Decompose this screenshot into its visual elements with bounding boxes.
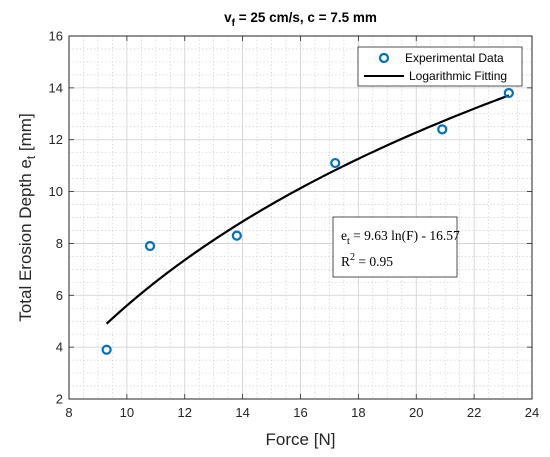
y-axis-title: Total Erosion Depth et [mm] bbox=[16, 113, 38, 321]
y-axis-title-rest: [mm] bbox=[16, 113, 35, 156]
data-point bbox=[231, 230, 242, 241]
y-tick-label: 4 bbox=[56, 340, 63, 355]
x-tick-label: 14 bbox=[235, 405, 249, 420]
annotation-equation: et = 9.63 ln(F) - 16.57 bbox=[341, 228, 460, 247]
x-tick-label: 22 bbox=[467, 405, 481, 420]
x-tick-labels: 8 10 12 14 16 18 20 22 24 bbox=[65, 405, 539, 420]
data-point bbox=[101, 344, 112, 355]
legend: Experimental Data Logarithmic Fitting bbox=[357, 46, 523, 87]
x-tick-label: 24 bbox=[525, 405, 539, 420]
legend-marker-experimental bbox=[378, 52, 390, 64]
x-tick-label: 20 bbox=[409, 405, 423, 420]
data-point bbox=[144, 240, 156, 252]
fit-annotation: et = 9.63 ln(F) - 16.57 R2 = 0.95 bbox=[332, 216, 460, 278]
y-tick-label: 12 bbox=[49, 132, 63, 147]
y-tick-label: 16 bbox=[49, 29, 63, 44]
y-tick-label: 2 bbox=[56, 392, 63, 407]
x-tick-label: 16 bbox=[293, 405, 307, 420]
series-layer bbox=[101, 87, 514, 355]
x-axis-title: Force [N] bbox=[266, 430, 336, 449]
title-rest: = 25 cm/s, c = 7.5 mm bbox=[235, 10, 377, 25]
y-axis-title-main: Total Erosion Depth e bbox=[16, 159, 35, 322]
y-axis-title-subscript: t bbox=[24, 155, 38, 159]
legend-label-experimental: Experimental Data bbox=[405, 51, 504, 65]
data-point bbox=[330, 157, 341, 169]
x-tick-label: 18 bbox=[351, 405, 365, 420]
y-tick-labels: 2 4 6 8 10 12 14 16 bbox=[49, 29, 63, 407]
y-tick-label: 6 bbox=[56, 288, 63, 303]
x-tick-label: 10 bbox=[120, 405, 134, 420]
title-main: v bbox=[224, 10, 232, 25]
legend-label-fit: Logarithmic Fitting bbox=[409, 69, 507, 83]
y-tick-label: 14 bbox=[49, 80, 63, 95]
x-tick-label: 8 bbox=[65, 405, 72, 420]
data-point bbox=[437, 124, 448, 135]
annotation-box bbox=[332, 216, 458, 278]
axis-ticks bbox=[68, 35, 533, 400]
annotation-r-squared: R2 = 0.95 bbox=[341, 252, 393, 269]
x-tick-label: 12 bbox=[178, 405, 192, 420]
y-tick-label: 10 bbox=[49, 184, 63, 199]
y-tick-label: 8 bbox=[56, 236, 63, 251]
data-point bbox=[503, 87, 514, 99]
title-subscript: f bbox=[232, 18, 236, 29]
chart-title: vf = 25 cm/s, c = 7.5 mm bbox=[224, 10, 377, 29]
fit-curve bbox=[105, 94, 510, 325]
